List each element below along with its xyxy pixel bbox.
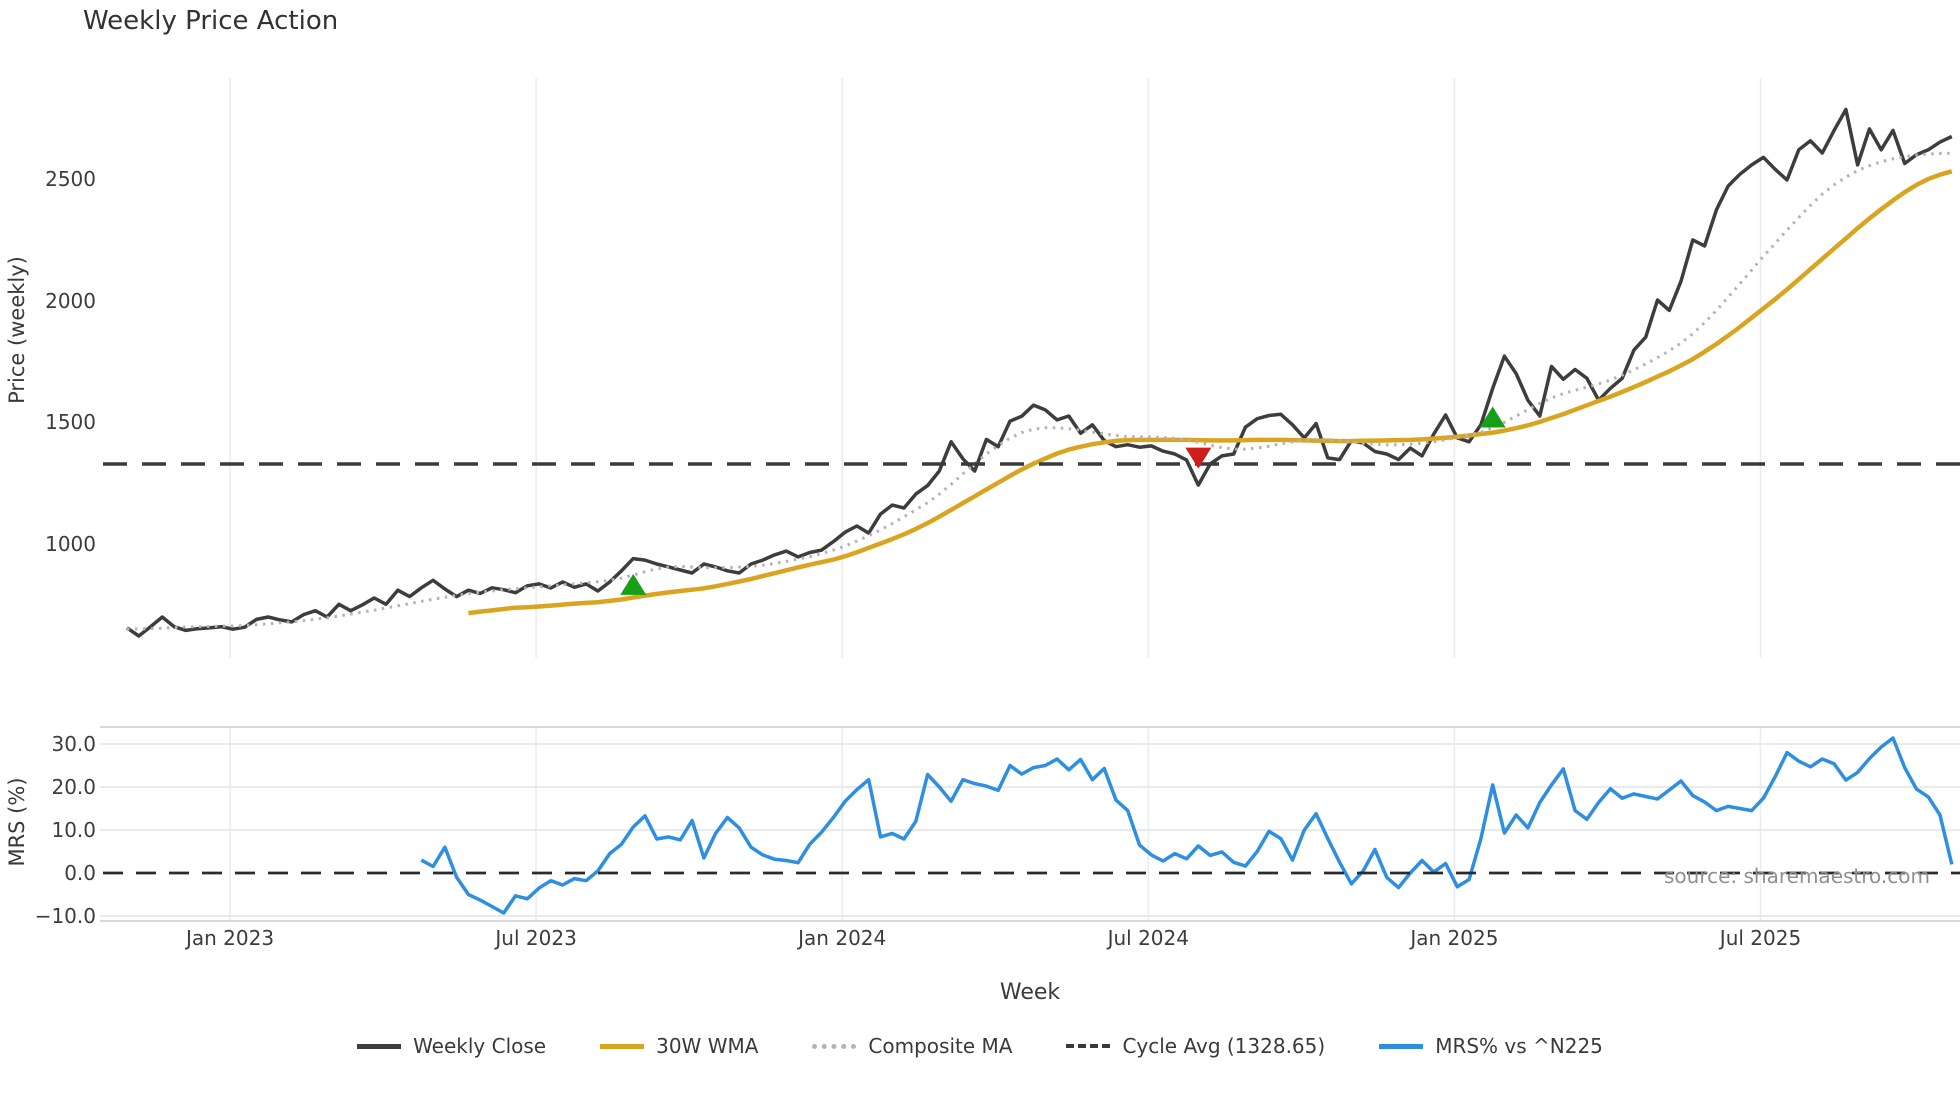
30w-wma-line [468,169,1953,616]
x-tick-label: Jul 2025 [1719,926,1802,950]
chart-title: Weekly Price Action [83,6,339,36]
legend-swatch-solid [600,1043,645,1049]
legend-swatch-solid [357,1043,402,1049]
x-tick-label: Jan 2024 [798,926,887,950]
mrs-ytick-label: 10.0 [51,818,96,842]
legend-label: MRS% vs ^N225 [1435,1034,1603,1058]
mrs-vs-n225-line [420,736,1954,915]
x-tick-label: Jul 2024 [1107,926,1189,950]
legend: Weekly Close 30W WMA Composite MA Cycle Avg… [0,1034,1960,1058]
price-ytick-label: 2500 [45,167,96,192]
source-credit: source: sharemaestro.com [1664,864,1930,888]
composite-ma-line [126,151,1952,631]
buy-signal-marker [1479,406,1506,428]
mrs-ytick-label: 20.0 [51,775,96,799]
legend-item: Cycle Avg (1328.65) [1066,1034,1325,1058]
legend-label: Cycle Avg (1328.65) [1122,1034,1326,1058]
price-ytick-label: 2000 [45,288,96,313]
legend-item: MRS% vs ^N225 [1379,1034,1603,1058]
legend-label: Weekly Close [413,1034,547,1058]
legend-swatch-solid [1379,1043,1424,1049]
price-ytick-label: 1500 [45,410,96,435]
legend-item: 30W WMA [600,1034,758,1058]
legend-label: 30W WMA [656,1034,759,1058]
x-axis-label: Week [999,980,1061,1005]
x-tick-label: Jan 2025 [1410,926,1499,950]
x-tick-label: Jul 2023 [495,926,577,950]
legend-item: Composite MA [812,1034,1012,1058]
sell-signal-marker [1185,447,1212,469]
legend-swatch-dotted [812,1043,857,1049]
price-ytick-label: 1000 [45,532,96,556]
mrs-ytick-label: 30.0 [51,732,96,756]
buy-signal-marker [620,573,647,595]
x-tick-label: Jan 2023 [185,926,275,950]
legend-swatch-dashed [1066,1044,1111,1048]
legend-label: Composite MA [868,1034,1013,1058]
mrs-ytick-label: 0.0 [64,861,96,885]
weekly-close-line [126,107,1953,638]
legend-item: Weekly Close [357,1034,546,1058]
mrs-ytick-label: −10.0 [34,904,96,928]
